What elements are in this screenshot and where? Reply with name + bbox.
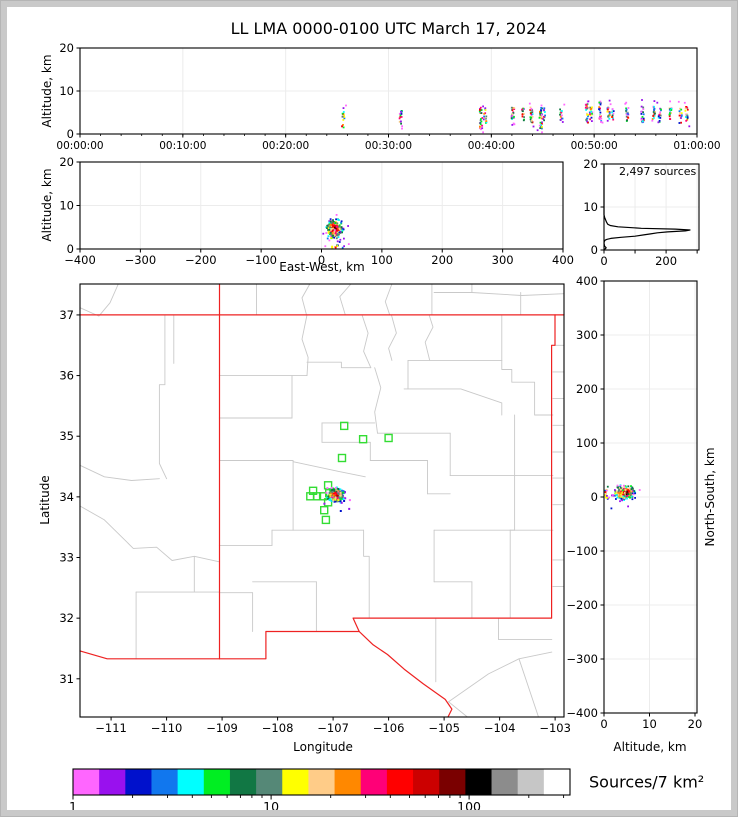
svg-text:31: 31 bbox=[59, 672, 74, 686]
svg-text:0: 0 bbox=[591, 490, 598, 504]
svg-text:−111: −111 bbox=[95, 721, 127, 735]
svg-text:35: 35 bbox=[59, 429, 74, 443]
svg-text:−300: −300 bbox=[125, 253, 157, 267]
svg-text:00:20:00: 00:20:00 bbox=[262, 140, 309, 152]
svg-text:0: 0 bbox=[67, 127, 74, 141]
svg-text:36: 36 bbox=[59, 369, 74, 383]
svg-text:20: 20 bbox=[59, 41, 74, 55]
map-source-points bbox=[323, 486, 351, 512]
svg-text:100: 100 bbox=[457, 799, 481, 814]
map-state-borders bbox=[79, 283, 565, 718]
svg-text:10: 10 bbox=[59, 84, 74, 98]
svg-text:400: 400 bbox=[576, 274, 598, 288]
svg-text:400: 400 bbox=[552, 253, 574, 267]
svg-text:−107: −107 bbox=[317, 721, 349, 735]
svg-text:33: 33 bbox=[59, 551, 74, 565]
ew-panel-ylabel: Altitude, km bbox=[40, 168, 54, 242]
svg-text:−100: −100 bbox=[245, 253, 277, 267]
svg-text:200: 200 bbox=[431, 253, 453, 267]
plot-canvas: 00:00:00 00:10:00 00:20:00 00:30:00 00:40:00… bbox=[56, 41, 720, 814]
svg-text:20: 20 bbox=[583, 157, 598, 171]
ns-panel-xlabel: Altitude, km bbox=[613, 740, 687, 754]
svg-text:32: 32 bbox=[59, 611, 74, 625]
time-height-points bbox=[341, 99, 691, 134]
svg-text:−105: −105 bbox=[428, 721, 460, 735]
svg-text:300: 300 bbox=[492, 253, 514, 267]
svg-text:−104: −104 bbox=[484, 721, 516, 735]
figure-title: LL LMA 0000-0100 UTC March 17, 2024 bbox=[230, 19, 547, 38]
svg-text:0: 0 bbox=[318, 253, 325, 267]
svg-text:200: 200 bbox=[576, 382, 598, 396]
svg-text:00:40:00: 00:40:00 bbox=[468, 140, 515, 152]
svg-text:0: 0 bbox=[67, 242, 74, 256]
svg-text:10: 10 bbox=[583, 200, 598, 214]
ew-panel-xlabel: East-West, km bbox=[279, 260, 365, 274]
svg-text:0: 0 bbox=[600, 254, 607, 268]
svg-text:200: 200 bbox=[655, 254, 677, 268]
svg-text:−200: −200 bbox=[566, 598, 598, 612]
svg-text:−100: −100 bbox=[566, 544, 598, 558]
colorbar-label: Sources/7 km² bbox=[589, 772, 705, 792]
svg-text:0: 0 bbox=[600, 717, 607, 731]
svg-text:37: 37 bbox=[59, 308, 74, 322]
svg-text:−106: −106 bbox=[373, 721, 405, 735]
colorbar: 1 10 100 bbox=[69, 768, 571, 814]
ns-panel-ylabel: North-South, km bbox=[703, 447, 717, 547]
svg-text:−400: −400 bbox=[566, 706, 598, 720]
svg-text:−200: −200 bbox=[185, 253, 217, 267]
ew-height-axes: −400 −300 −200 −100 0 100 200 300 400 0 10 20 bbox=[59, 155, 574, 267]
svg-text:10: 10 bbox=[59, 199, 74, 213]
map-axes: −111 −110 −109 −108 −107 −106 −105 −104 −103 31 32… bbox=[59, 283, 571, 735]
svg-text:−108: −108 bbox=[262, 721, 294, 735]
svg-text:−103: −103 bbox=[539, 721, 571, 735]
time-height-axes: 00:00:00 00:10:00 00:20:00 00:30:00 00:40:00… bbox=[56, 41, 720, 152]
svg-text:100: 100 bbox=[576, 436, 598, 450]
ew-height-points bbox=[322, 214, 350, 249]
ns-height-points bbox=[604, 484, 641, 510]
svg-text:1: 1 bbox=[69, 799, 77, 814]
svg-text:−300: −300 bbox=[566, 652, 598, 666]
altitude-histogram-axes: 0 200 0 10 20 bbox=[583, 157, 700, 268]
svg-text:−110: −110 bbox=[151, 721, 183, 735]
source-count-annotation: 2,497 sources bbox=[619, 165, 697, 178]
svg-text:00:30:00: 00:30:00 bbox=[365, 140, 412, 152]
svg-text:20: 20 bbox=[59, 155, 74, 169]
svg-text:01:00:00: 01:00:00 bbox=[673, 140, 720, 152]
svg-text:10: 10 bbox=[642, 717, 657, 731]
svg-text:10: 10 bbox=[263, 799, 279, 814]
svg-text:00:10:00: 00:10:00 bbox=[159, 140, 206, 152]
time-panel-ylabel: Altitude, km bbox=[40, 54, 54, 128]
svg-text:20: 20 bbox=[688, 717, 703, 731]
svg-text:300: 300 bbox=[576, 328, 598, 342]
svg-text:0: 0 bbox=[591, 243, 598, 257]
map-xlabel: Longitude bbox=[293, 740, 353, 754]
svg-text:00:00:00: 00:00:00 bbox=[56, 140, 103, 152]
svg-text:−109: −109 bbox=[206, 721, 238, 735]
map-ylabel: Latitude bbox=[38, 475, 52, 525]
map-county-lines bbox=[79, 283, 565, 718]
svg-text:00:50:00: 00:50:00 bbox=[571, 140, 618, 152]
svg-text:34: 34 bbox=[59, 490, 74, 504]
svg-text:100: 100 bbox=[371, 253, 393, 267]
svg-text:−400: −400 bbox=[64, 253, 96, 267]
ns-height-axes: 0 10 20 −400 −300 −200 −100 0 100 200 300 400 bbox=[566, 274, 702, 731]
